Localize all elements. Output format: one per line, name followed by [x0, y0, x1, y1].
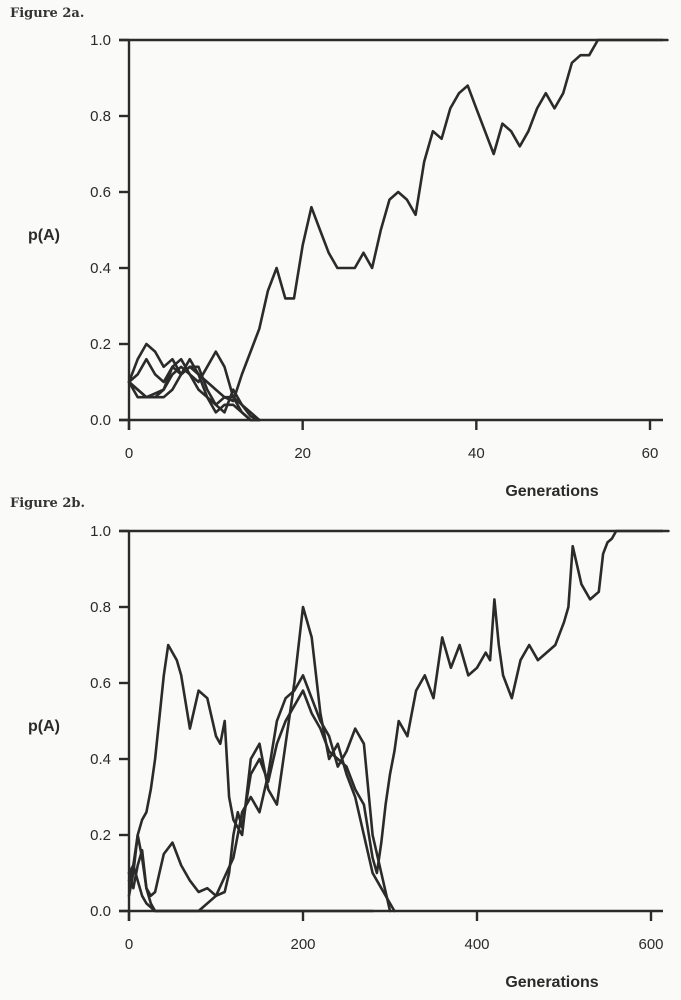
- x-tick-label: 200: [290, 936, 315, 953]
- y-tick-label: 0.6: [90, 184, 111, 201]
- y-tick-label: 0.4: [90, 260, 111, 277]
- y-tick-label: 1.0: [90, 32, 111, 49]
- x-tick-label: 0: [125, 936, 133, 953]
- x-tick-label: 0: [125, 445, 133, 462]
- figure-2b-plot: 0.0 0.2 0.4 0.6 0.8 1.0 0 200 400 600 p(A) Generati…: [28, 523, 670, 991]
- x-tick-label: 60: [642, 445, 659, 462]
- figure-2b-label: Figure 2b.: [10, 496, 86, 511]
- series-line-4: [127, 350, 261, 422]
- y-axis-title: p(A): [28, 718, 60, 735]
- x-tick-label: 40: [468, 445, 485, 462]
- x-axis-title: Generations: [505, 974, 598, 991]
- y-tick-label: 0.0: [90, 903, 111, 920]
- figure-2a-label: Figure 2a.: [10, 6, 85, 21]
- series-line-4: [127, 674, 392, 913]
- y-tick-label: 0.0: [90, 412, 111, 429]
- y-tick-label: 0.4: [90, 751, 111, 768]
- y-tick-label: 0.2: [90, 336, 111, 353]
- x-tick-label: 20: [294, 445, 311, 462]
- series-line-3: [127, 357, 261, 422]
- y-tick-label: 1.0: [90, 523, 111, 540]
- series-line-2: [127, 605, 396, 913]
- x-tick-label: 600: [638, 936, 663, 953]
- y-tick-label: 0.6: [90, 675, 111, 692]
- x-tick-label: 400: [464, 936, 489, 953]
- y-tick-label: 0.8: [90, 108, 111, 125]
- series-line-5: [127, 357, 261, 422]
- y-tick-label: 0.2: [90, 827, 111, 844]
- x-axis-title: Generations: [505, 483, 598, 500]
- y-axis-title: p(A): [28, 227, 60, 244]
- series-line-1: [127, 38, 669, 403]
- figure-2a-plot: 0.0 0.2 0.4 0.6 0.8 1.0 0 20 40 60 p(A) Generations: [28, 32, 669, 500]
- y-tick-label: 0.8: [90, 599, 111, 616]
- series-line-3: [127, 833, 374, 913]
